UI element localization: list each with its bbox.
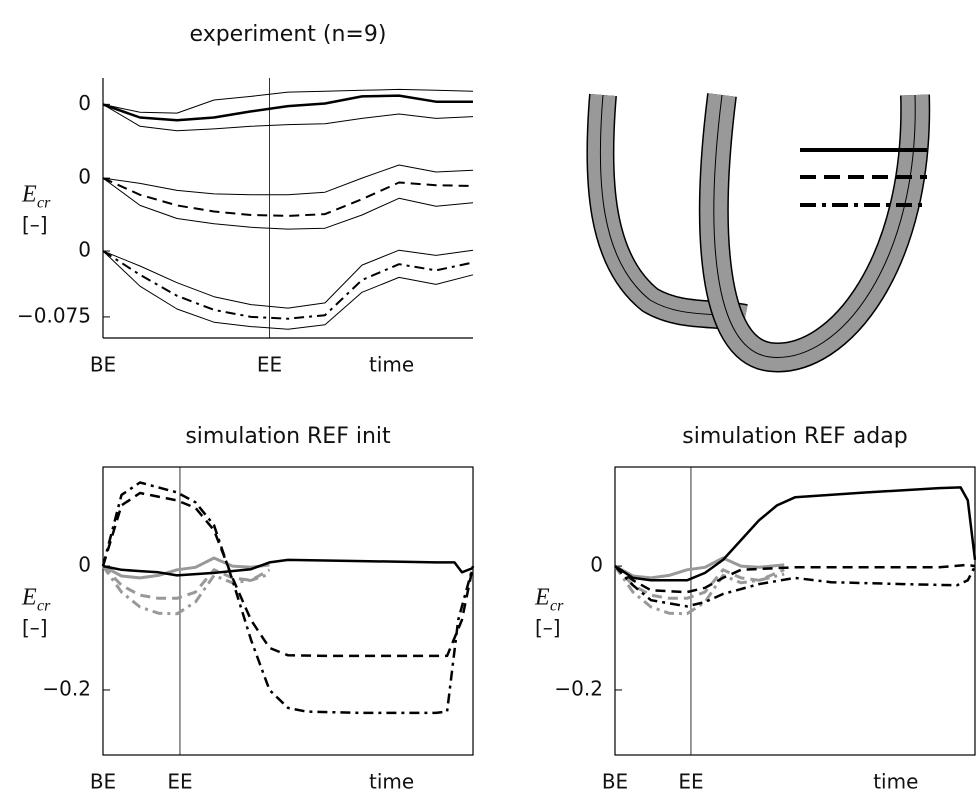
y-tick-label: 0 xyxy=(78,91,91,115)
heart-diagram xyxy=(586,93,931,373)
y-axis-unit: [–] xyxy=(22,616,48,640)
chart-title: simulation REF adap xyxy=(682,424,907,449)
y-axis-symbol: E xyxy=(21,182,37,208)
data-line xyxy=(102,94,473,122)
data-line xyxy=(101,491,475,658)
data-line xyxy=(613,565,785,600)
y-tick-label: −0.2 xyxy=(42,676,91,700)
data-line xyxy=(614,565,976,608)
data-line xyxy=(101,565,271,600)
right-wall-mesh xyxy=(713,94,916,358)
x-tick-label: EE xyxy=(678,770,703,794)
data-line xyxy=(102,250,474,320)
y-axis-unit: [–] xyxy=(535,616,561,640)
plot-frame xyxy=(614,466,976,756)
y-axis-symbol: E xyxy=(21,585,37,611)
data-line xyxy=(102,556,270,580)
chart-title: simulation REF init xyxy=(185,424,391,449)
data-line xyxy=(102,558,474,577)
data-line xyxy=(102,88,474,114)
y-tick-label: 0 xyxy=(590,553,603,577)
y-axis-subscript: cr xyxy=(550,598,564,615)
chart-title: experiment (n=9) xyxy=(190,22,387,47)
plot-frame xyxy=(102,466,474,756)
y-tick-label: −0.075 xyxy=(17,303,91,327)
data-line xyxy=(102,164,474,196)
data-line xyxy=(102,177,474,217)
x-axis-label: time xyxy=(369,770,414,794)
x-tick-label: EE xyxy=(257,353,282,377)
left-wall-mesh xyxy=(599,94,746,319)
x-tick-label: EE xyxy=(167,770,192,794)
data-line xyxy=(614,563,976,594)
y-tick-label: −0.2 xyxy=(554,676,603,700)
data-line xyxy=(102,249,474,309)
x-axis-label: time xyxy=(369,353,414,377)
data-line xyxy=(614,486,976,582)
y-tick-label: 0 xyxy=(78,165,91,189)
x-axis-label: time xyxy=(873,770,918,794)
data-line xyxy=(102,250,474,330)
y-tick-label: 0 xyxy=(78,553,91,577)
y-axis-subscript: cr xyxy=(37,195,51,212)
data-line xyxy=(101,481,475,715)
y-axis-unit: [–] xyxy=(22,213,48,237)
data-line xyxy=(102,103,474,132)
x-tick-label: BE xyxy=(90,770,116,794)
y-tick-label: 0 xyxy=(78,238,91,262)
x-tick-label: BE xyxy=(90,353,116,377)
y-axis-subscript: cr xyxy=(37,598,51,615)
y-axis-symbol: E xyxy=(534,585,550,611)
x-tick-label: BE xyxy=(602,770,628,794)
data-line xyxy=(101,565,270,616)
data-line xyxy=(614,556,785,580)
data-line xyxy=(102,177,474,230)
